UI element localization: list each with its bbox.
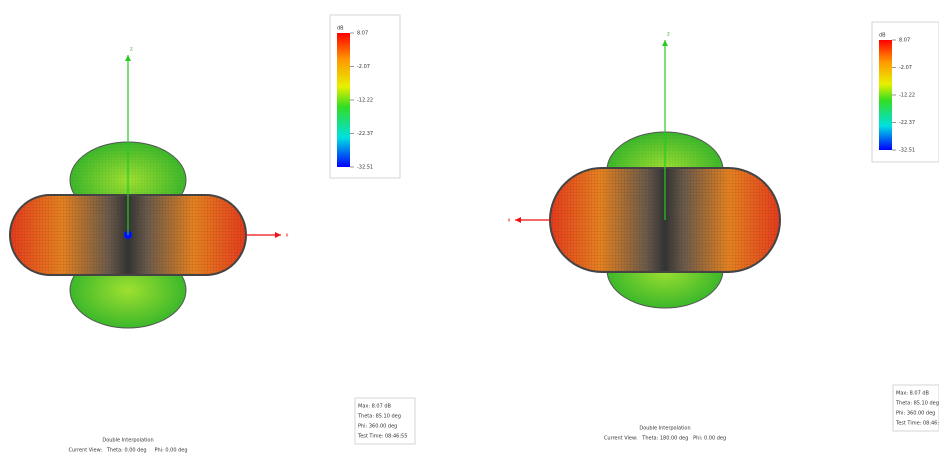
- z-label: z: [667, 32, 670, 38]
- colorbar-tick-label: -22.37: [899, 120, 915, 126]
- caption-title: Double Interpolation: [639, 426, 690, 432]
- info-line: Phi: 360.00 deg: [896, 411, 935, 417]
- colorbar-tick-label: 8.07: [899, 38, 910, 44]
- x-label: x: [508, 218, 511, 224]
- colorbar-tick-label: -12.22: [899, 93, 915, 99]
- colorbar-tick-label: -22.37: [357, 131, 373, 137]
- colorbar-tick-label: -2.07: [899, 65, 912, 71]
- caption-view: Current View: Theta: 180.00 deg Phi: 0.0…: [604, 436, 726, 442]
- info-box: [354, 397, 416, 445]
- x-label: x: [286, 233, 289, 239]
- colorbar-tick-label: -32.51: [357, 165, 373, 171]
- colorbar-tick-label: 8.07: [357, 31, 368, 37]
- colorbar-unit: dB: [879, 33, 886, 39]
- colorbar: [879, 40, 892, 150]
- colorbar-unit: dB: [337, 26, 344, 32]
- caption-title: Double Interpolation: [102, 438, 153, 444]
- info-line: Max: 8.07 dB: [358, 404, 392, 410]
- info-line: Theta: 85.10 deg: [895, 401, 939, 407]
- info-line: Theta: 85.10 deg: [357, 414, 401, 420]
- z-arrow: [125, 55, 131, 61]
- x-arrow: [515, 217, 521, 223]
- colorbar-tick-label: -2.07: [357, 64, 370, 70]
- x-arrow: [275, 232, 281, 238]
- colorbar-tick-label: -32.51: [899, 148, 915, 154]
- info-line: Test Time: 08:46:55: [357, 434, 407, 440]
- info-box: [892, 384, 939, 432]
- colorbar: [337, 33, 350, 167]
- colorbar-tick-label: -12.22: [357, 98, 373, 104]
- info-line: Test Time: 08:46:55: [895, 421, 939, 427]
- z-arrow: [662, 40, 668, 46]
- caption-view: Current View: Theta: 0.00 deg Phi: 0.00 …: [68, 448, 187, 454]
- z-label: z: [130, 47, 133, 53]
- info-line: Max: 8.07 dB: [896, 391, 930, 397]
- info-line: Phi: 360.00 deg: [358, 424, 397, 430]
